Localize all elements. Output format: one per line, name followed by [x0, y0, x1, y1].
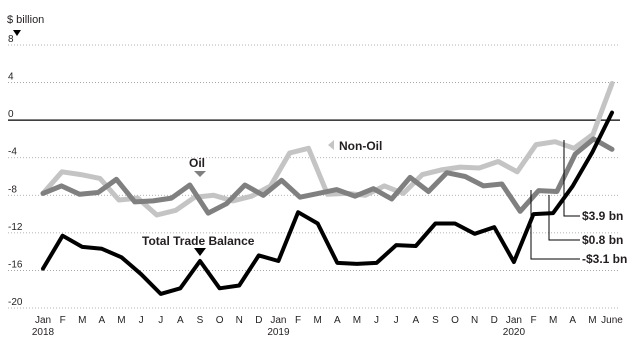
x-tick-label: F: [295, 315, 301, 326]
y-tick-label: -12: [8, 222, 23, 233]
y-tick-label: 8: [8, 34, 14, 45]
series-label-non-oil: Non-Oil: [328, 139, 382, 153]
x-tick-label: F: [530, 315, 536, 326]
y-tick-label: -20: [8, 297, 23, 308]
callout-leader-total: [548, 195, 580, 241]
callout-leader-non-oil: [563, 140, 580, 217]
x-tick-label: A: [334, 315, 341, 326]
total-pointer-icon: [194, 248, 206, 256]
end-value-callouts: $3.9 bn $0.8 bn -$3.1 bn: [530, 140, 627, 266]
end-label-non-oil: $3.9 bn: [582, 209, 623, 223]
y-tick-label: -16: [8, 259, 23, 270]
y-axis-unit-pointer-icon: [13, 30, 21, 36]
x-tick-label: A: [569, 315, 576, 326]
x-tick-label: M: [588, 315, 596, 326]
x-year-label: 2018: [32, 327, 55, 338]
x-tick-label: M: [549, 315, 557, 326]
non-oil-label: Non-Oil: [339, 139, 382, 153]
x-tick-label: N: [236, 315, 243, 326]
x-tick-label: J: [394, 315, 399, 326]
end-label-oil: -$3.1 bn: [582, 252, 627, 266]
x-tick-label: M: [353, 315, 361, 326]
x-tick-label: S: [432, 315, 439, 326]
y-axis-unit-label: $ billion: [7, 14, 44, 26]
x-tick-label: June: [601, 315, 623, 326]
x-tick-label: A: [412, 315, 419, 326]
x-tick-label: D: [491, 315, 498, 326]
y-tick-label: -4: [8, 147, 17, 158]
series-label-oil: Oil: [189, 156, 206, 177]
x-axis: Jan F M A M J J A S O N D Jan F M A M J J A S O N D Jan F M A M June2…: [32, 315, 623, 338]
x-tick-label: Jan: [35, 315, 51, 326]
x-tick-label: Jan: [270, 315, 286, 326]
x-year-label: 2020: [503, 327, 526, 338]
oil-label: Oil: [189, 156, 205, 170]
x-tick-label: D: [255, 315, 262, 326]
x-tick-label: O: [451, 315, 459, 326]
series-line-non-oil: [40, 81, 615, 218]
x-tick-label: A: [177, 315, 184, 326]
y-tick-label: 4: [8, 72, 14, 83]
series-label-total: Total Trade Balance: [142, 234, 255, 256]
series-layer: [40, 81, 615, 296]
series-line-oil: [40, 136, 615, 216]
x-tick-label: S: [197, 315, 204, 326]
non-oil-pointer-icon: [328, 140, 334, 150]
x-tick-label: O: [216, 315, 224, 326]
x-year-label: 2019: [267, 327, 290, 338]
x-tick-label: Jan: [506, 315, 522, 326]
y-tick-label: 0: [8, 109, 14, 120]
x-tick-label: A: [99, 315, 106, 326]
x-tick-label: M: [78, 315, 86, 326]
total-trade-balance-label: Total Trade Balance: [142, 234, 255, 248]
y-axis: 8 4 0 -4 -8 -12 -16 -20: [8, 34, 23, 308]
end-label-total: $0.8 bn: [582, 233, 623, 247]
y-tick-label: -8: [8, 184, 17, 195]
x-tick-label: M: [117, 315, 125, 326]
x-tick-label: F: [60, 315, 66, 326]
x-tick-label: J: [139, 315, 144, 326]
x-tick-label: N: [471, 315, 478, 326]
x-tick-label: J: [374, 315, 379, 326]
x-tick-label: M: [314, 315, 322, 326]
x-tick-label: J: [158, 315, 163, 326]
oil-pointer-icon: [194, 171, 206, 177]
series-line-total-trade-balance: [41, 110, 614, 296]
callout-leader-oil: [530, 190, 580, 260]
